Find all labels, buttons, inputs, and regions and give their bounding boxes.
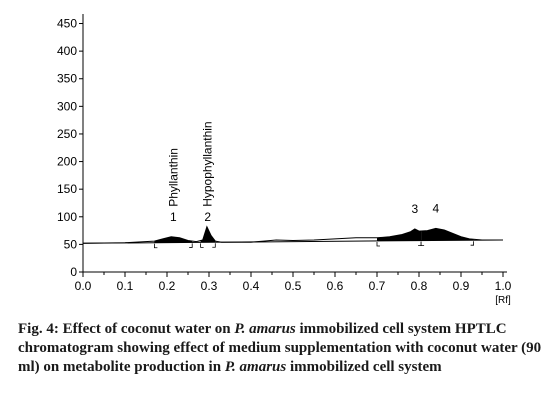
axes xyxy=(82,14,507,273)
x-tick-label: 0.9 xyxy=(453,279,470,293)
hptlc-chart: 0 50 100 150 200 250 300 350 400 450 0.0 0.1 0.2 0.3… xyxy=(57,14,512,306)
caption-species: P. amarus xyxy=(224,359,287,375)
baseline xyxy=(82,239,504,244)
y-tick-label: 400 xyxy=(57,44,77,58)
x-tick-label: 0.4 xyxy=(243,279,260,293)
baseline-layer xyxy=(82,239,504,244)
peak-number-4: 4 xyxy=(432,201,439,215)
x-axis-unit-label: [Rf] xyxy=(495,295,511,306)
y-axis-ticks: 0 50 100 150 200 250 300 350 400 450 xyxy=(57,17,83,279)
y-tick-label: 150 xyxy=(57,182,77,196)
caption-species: P. amarus xyxy=(234,321,296,337)
y-tick-label: 100 xyxy=(57,210,77,224)
peak-boundary-marker xyxy=(189,243,193,248)
y-tick-label: 450 xyxy=(57,17,77,31)
x-tick-label: 0.3 xyxy=(201,279,218,293)
peak-boundary-markers xyxy=(154,241,474,249)
caption-middle: immobilized cell system HPTLC chromatogr… xyxy=(18,321,542,375)
peak-number-2: 2 xyxy=(204,210,211,224)
peak-name-label: Hypophyllanthin xyxy=(201,121,215,206)
peak-number-3: 3 xyxy=(411,202,418,216)
peak-boundary-marker xyxy=(212,243,216,248)
x-tick-label: 1.0 xyxy=(495,279,512,293)
peak-area-1 xyxy=(154,236,193,243)
x-tick-label: 0.2 xyxy=(159,279,176,293)
peak-boundary-marker xyxy=(470,241,474,246)
x-tick-label: 0.5 xyxy=(285,279,302,293)
peak-area-4 xyxy=(421,228,474,241)
y-tick-label: 200 xyxy=(57,155,77,169)
peak-boundary-marker xyxy=(418,241,422,247)
chromatogram-layer xyxy=(82,225,503,244)
peak-boundary-marker xyxy=(200,243,204,248)
y-tick-label: 250 xyxy=(57,127,77,141)
caption-suffix: immobilized cell system xyxy=(286,359,442,375)
peak-boundary-marker xyxy=(376,241,380,247)
peak-area-2 xyxy=(200,226,216,243)
x-axis-ticks: 0.0 0.1 0.2 0.3 0.4 0.5 0.6 0.7 0.8 0.9 1.0 xyxy=(75,272,512,293)
peak-name-label: Phyllanthin xyxy=(166,148,180,207)
figure-caption: Fig. 4: Effect of coconut water on P. am… xyxy=(18,320,548,377)
x-tick-label: 0.7 xyxy=(369,279,386,293)
chromatogram-line xyxy=(82,225,503,244)
y-tick-label: 0 xyxy=(70,265,77,279)
x-tick-label: 0.0 xyxy=(75,279,92,293)
x-tick-label: 0.8 xyxy=(411,279,428,293)
peak-labels: 1 Phyllanthin 2 Hypophyllanthin 3 4 xyxy=(166,121,439,223)
x-tick-label: 0.6 xyxy=(327,279,344,293)
peak-number-1: 1 xyxy=(170,210,177,224)
peak-boundary-marker xyxy=(420,241,425,247)
y-tick-label: 50 xyxy=(64,237,78,251)
peak-boundary-marker xyxy=(154,243,158,249)
y-tick-label: 350 xyxy=(57,72,77,86)
x-tick-label: 0.1 xyxy=(117,279,134,293)
y-tick-label: 300 xyxy=(57,99,77,113)
caption-prefix: Fig. 4: Effect of coconut water on xyxy=(18,321,235,337)
